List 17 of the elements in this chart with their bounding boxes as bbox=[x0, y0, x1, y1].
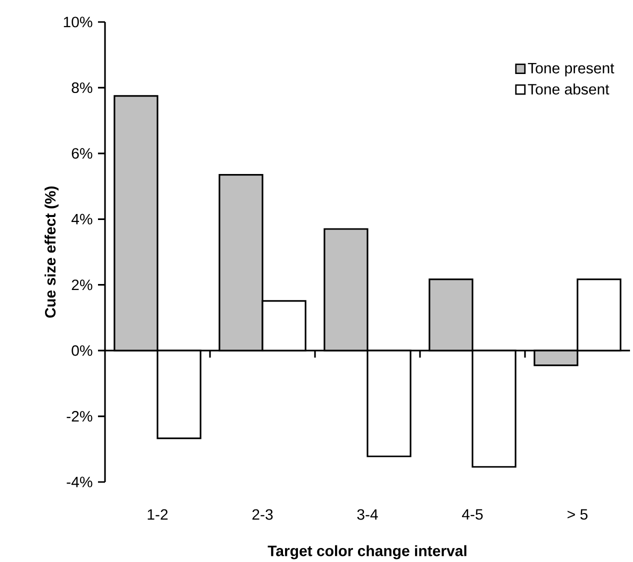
y-tick-label: 0% bbox=[72, 345, 92, 356]
y-tick-label: 4% bbox=[71, 214, 92, 224]
y-tick-label: -2% bbox=[66, 411, 92, 422]
x-tick-label: 4-5 bbox=[462, 509, 483, 520]
y-tick-label: 2% bbox=[72, 280, 92, 290]
x-tick-label: > 5 bbox=[568, 509, 588, 520]
legend-label: Tone present bbox=[528, 62, 614, 76]
x-axis-title: Target color change interval bbox=[268, 545, 466, 560]
y-tick-label: 6% bbox=[72, 148, 92, 159]
y-tick-label: -4% bbox=[66, 476, 92, 488]
legend-label: Tone absent bbox=[528, 84, 610, 95]
x-tick-label: 3-4 bbox=[357, 509, 378, 520]
y-axis-title: Cue size effect (%) bbox=[44, 186, 59, 318]
y-tick-label: 8% bbox=[72, 82, 92, 94]
y-tick-label: 10% bbox=[64, 16, 92, 28]
x-tick-label: 2-3 bbox=[252, 509, 273, 520]
x-tick-label: 1-2 bbox=[148, 509, 168, 520]
